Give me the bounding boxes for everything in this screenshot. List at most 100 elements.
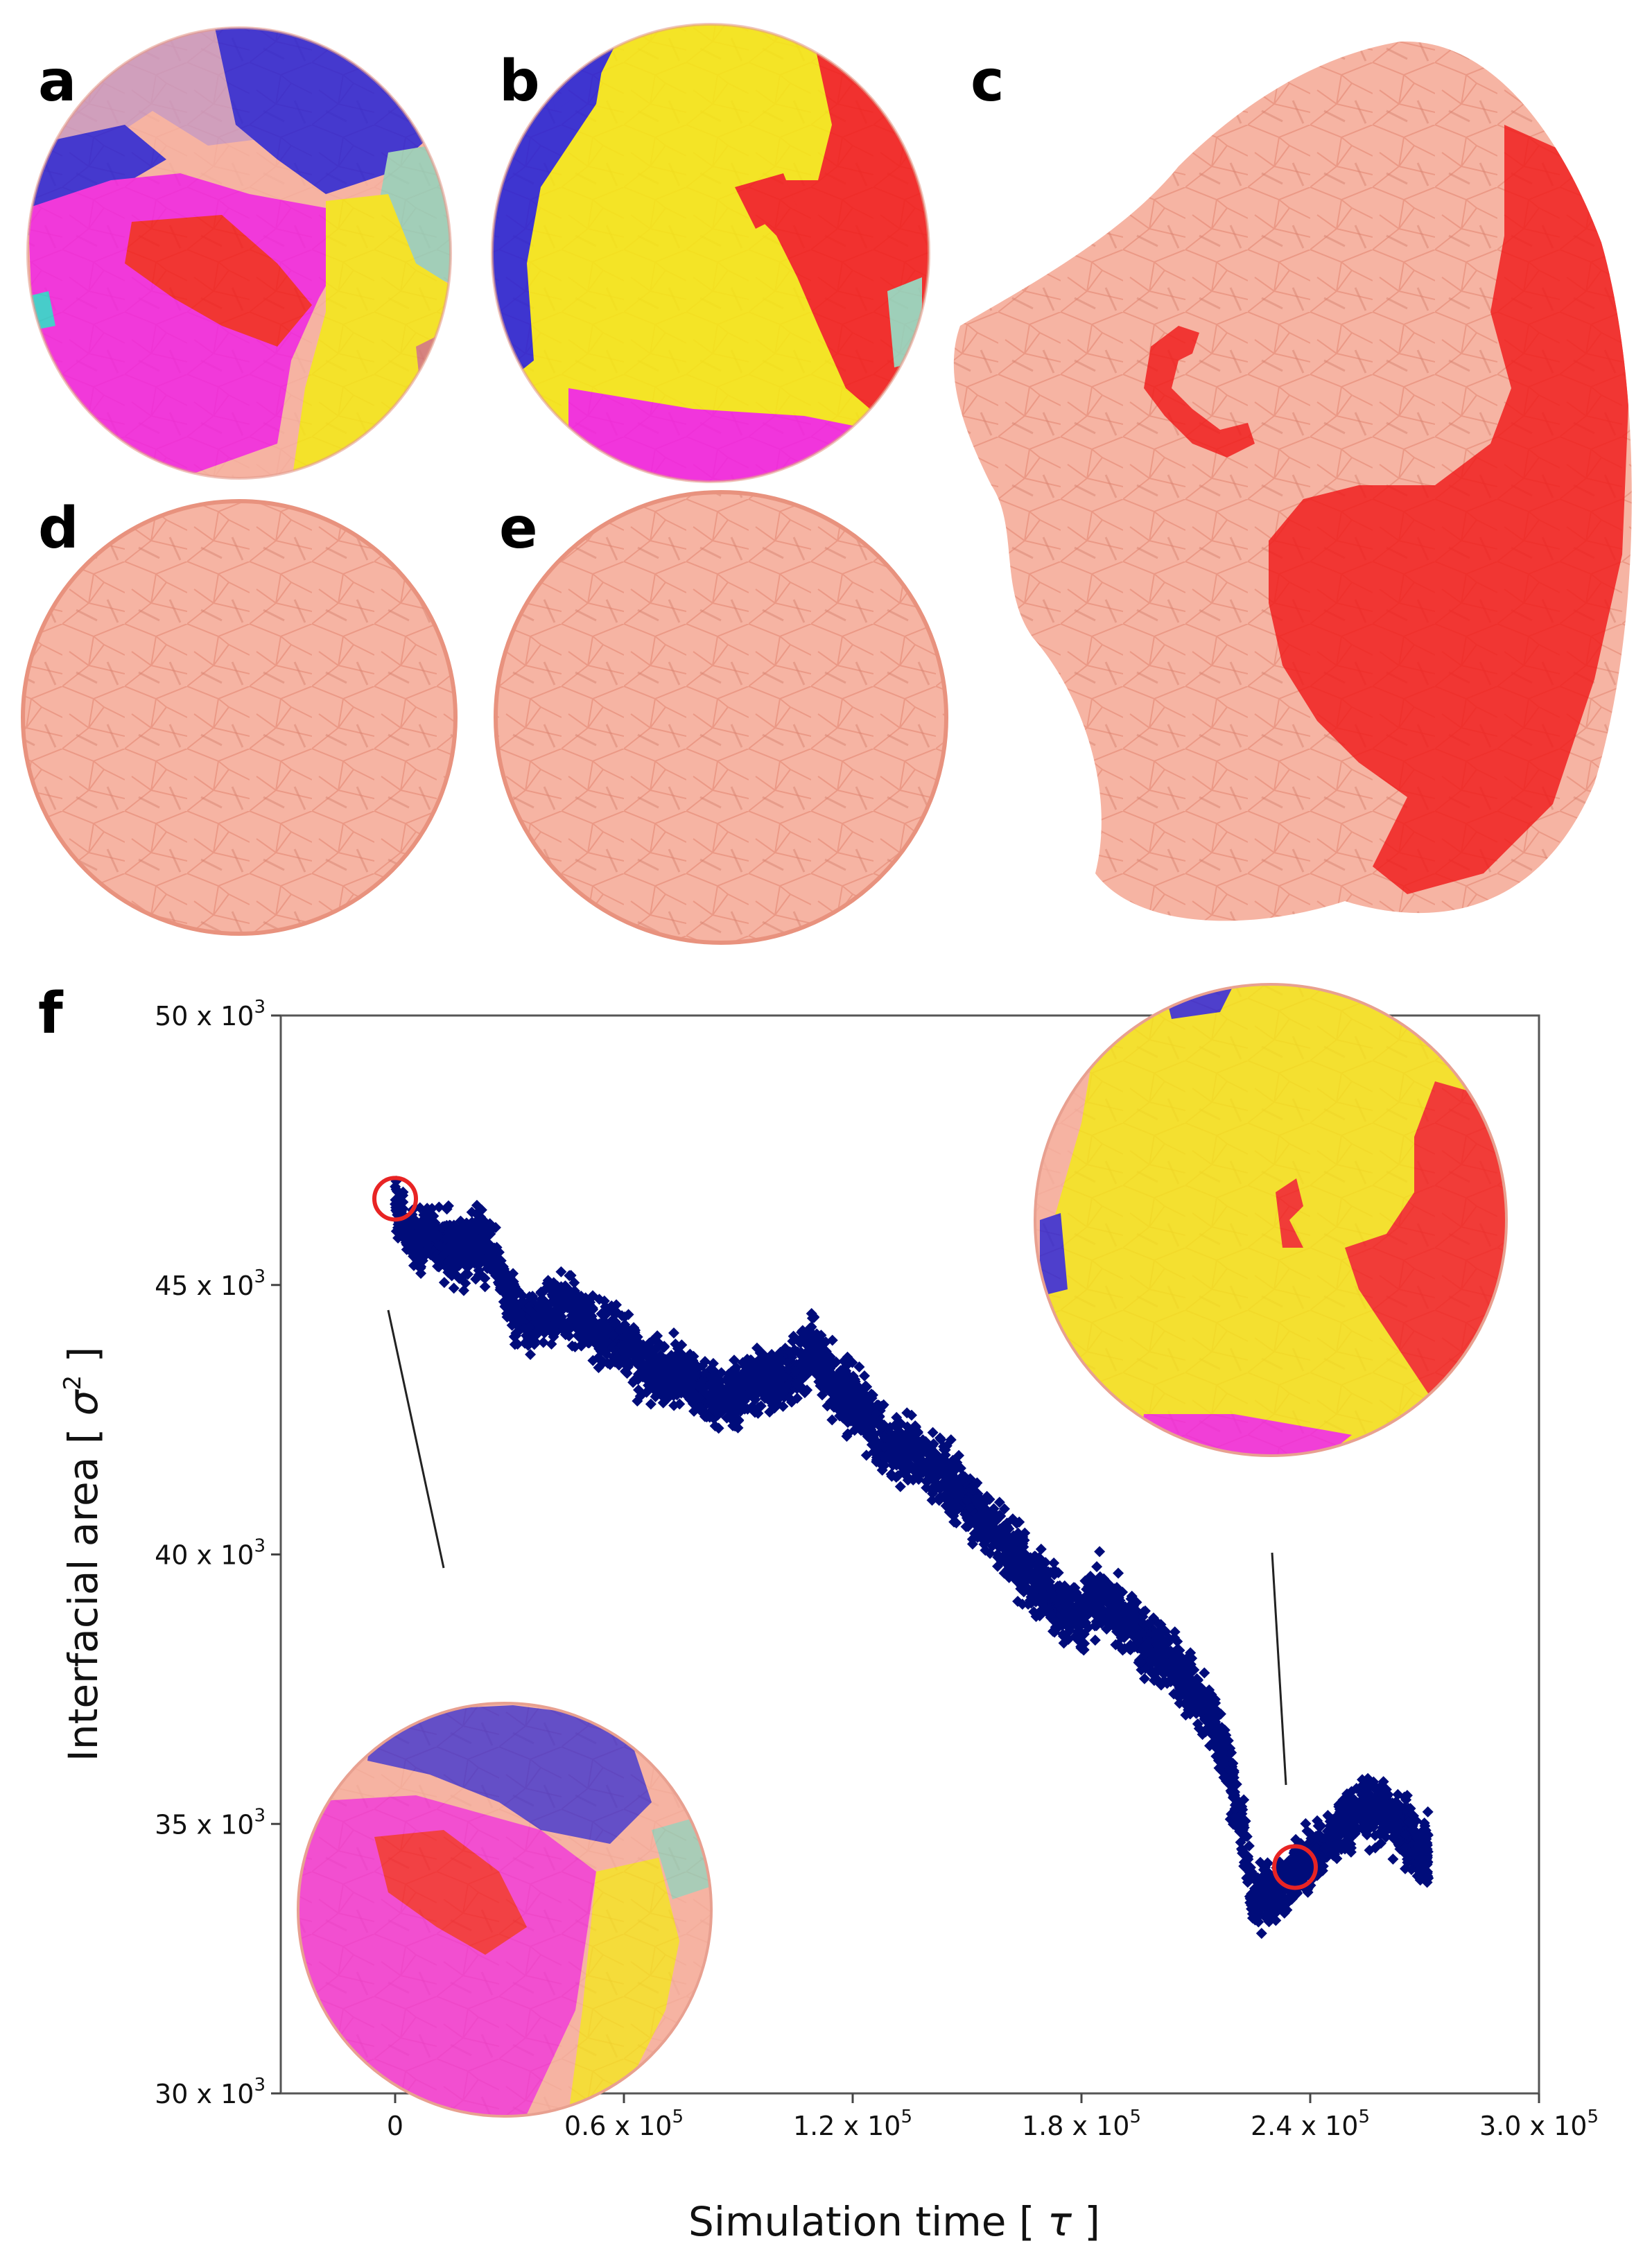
y-tick-label-exp: 3 — [254, 1805, 266, 1826]
scatter-series — [390, 1176, 1434, 1940]
data-point — [506, 1319, 518, 1331]
panel-b-image — [491, 23, 930, 483]
data-point — [661, 1393, 673, 1404]
data-point — [561, 1300, 573, 1312]
data-point — [525, 1306, 537, 1318]
y-tick-label-base: 45 x 10 — [155, 1271, 254, 1301]
y-tick-label-exp: 3 — [254, 2075, 266, 2095]
data-point — [618, 1339, 629, 1350]
data-point — [666, 1350, 677, 1361]
x-tick-label-base: 0.6 x 10 — [564, 2111, 672, 2141]
data-point — [462, 1269, 473, 1280]
x-tick-label-exp: 5 — [1129, 2107, 1141, 2127]
data-point — [779, 1384, 790, 1396]
data-point — [453, 1248, 465, 1260]
y-tick-label-exp: 3 — [254, 1536, 266, 1557]
data-point — [607, 1341, 619, 1352]
panel-d-image — [21, 499, 458, 936]
x-tick-label: 1.8 x 105 — [1022, 2107, 1141, 2141]
data-point — [583, 1337, 595, 1349]
data-point — [479, 1281, 491, 1293]
data-point — [704, 1411, 715, 1423]
data-point — [550, 1318, 562, 1330]
data-point — [740, 1379, 751, 1391]
y-tick-label-base: 50 x 10 — [155, 1001, 254, 1031]
data-point — [751, 1370, 763, 1382]
data-point — [429, 1253, 441, 1264]
data-point — [733, 1415, 745, 1427]
data-point — [466, 1236, 477, 1248]
y-tick-label: 50 x 103 — [155, 997, 266, 1031]
data-point — [442, 1200, 454, 1212]
data-point — [550, 1327, 562, 1339]
inset-early-connector — [387, 1309, 445, 1569]
data-point — [676, 1339, 688, 1351]
data-point — [453, 1260, 464, 1272]
data-point — [525, 1349, 537, 1361]
data-point — [448, 1282, 460, 1294]
inset-early-snapshot — [297, 1309, 713, 2118]
data-point — [473, 1214, 485, 1226]
data-point — [446, 1247, 458, 1259]
data-point — [1091, 1561, 1103, 1573]
data-point — [593, 1361, 605, 1373]
y-tick-label: 35 x 103 — [155, 1805, 266, 1840]
y-tick-label: 30 x 103 — [155, 2075, 266, 2109]
data-point — [415, 1224, 426, 1236]
data-point — [564, 1270, 575, 1282]
data-point — [458, 1284, 469, 1296]
data-point — [523, 1322, 534, 1334]
panel-label-b: b — [499, 49, 540, 114]
data-point — [428, 1230, 439, 1242]
data-point — [537, 1336, 549, 1348]
data-point — [600, 1309, 611, 1321]
data-point — [707, 1358, 719, 1370]
data-point — [470, 1257, 482, 1269]
data-point — [1199, 1667, 1210, 1679]
data-point — [772, 1394, 783, 1406]
y-tick-label-base: 30 x 10 — [155, 2079, 254, 2109]
data-point — [548, 1281, 560, 1293]
x-axis-title-suffix: ] — [1072, 2198, 1100, 2245]
inset-late-snapshot — [1034, 983, 1508, 1786]
x-axis-title-symbol: τ — [1047, 2198, 1072, 2245]
data-point — [466, 1206, 478, 1218]
data-point — [528, 1335, 540, 1347]
data-point — [397, 1231, 408, 1243]
panel-label-a: a — [38, 49, 76, 114]
data-point — [562, 1288, 573, 1300]
data-point — [732, 1422, 744, 1433]
data-point — [644, 1383, 656, 1395]
data-point — [561, 1318, 573, 1330]
data-point — [756, 1386, 767, 1397]
data-point — [454, 1240, 466, 1252]
data-point — [593, 1293, 605, 1305]
data-point — [699, 1368, 711, 1379]
data-point — [489, 1263, 501, 1275]
data-point — [623, 1309, 634, 1321]
data-point — [470, 1273, 482, 1285]
data-point — [471, 1199, 482, 1211]
y-axis-title-suffix: ] — [60, 1347, 107, 1375]
data-point — [784, 1346, 796, 1358]
panel-label-e: e — [499, 496, 538, 561]
x-tick-label-base: 3.0 x 10 — [1479, 2111, 1587, 2141]
data-point — [504, 1275, 516, 1287]
data-point — [408, 1236, 420, 1248]
data-point — [1422, 1806, 1434, 1818]
data-point — [555, 1266, 567, 1278]
data-point — [390, 1180, 401, 1192]
data-point — [438, 1277, 450, 1289]
data-point — [1113, 1567, 1124, 1579]
x-tick-label: 0.6 x 105 — [564, 2107, 684, 2141]
panel-e-image — [494, 490, 948, 945]
data-point — [479, 1273, 491, 1284]
x-tick-label: 3.0 x 105 — [1479, 2107, 1599, 2141]
data-point — [695, 1402, 706, 1413]
data-point — [668, 1400, 680, 1411]
data-point — [681, 1359, 693, 1370]
data-point — [641, 1372, 652, 1384]
data-point — [437, 1221, 449, 1233]
